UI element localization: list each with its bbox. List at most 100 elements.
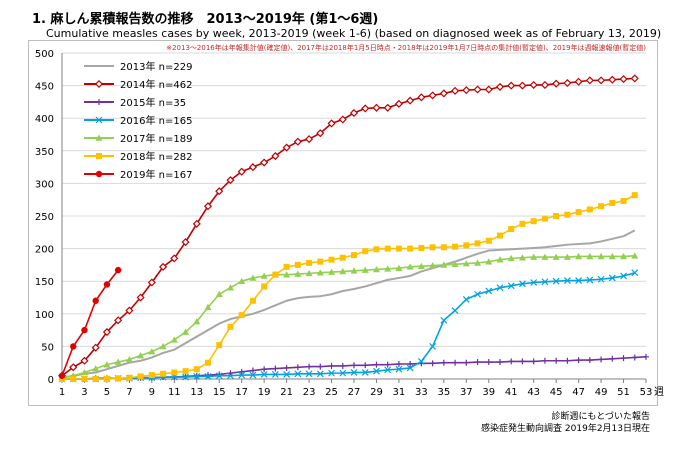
y-tick-label: 150	[35, 277, 54, 288]
data-point	[552, 253, 560, 260]
data-point	[530, 218, 537, 225]
data-point	[619, 75, 628, 84]
data-point	[586, 206, 593, 213]
legend-label: 2015年 n=35	[120, 96, 186, 109]
data-point	[439, 89, 448, 98]
data-point	[407, 245, 414, 252]
data-point	[361, 266, 369, 273]
data-point	[305, 370, 313, 378]
data-point	[159, 262, 168, 271]
data-point	[226, 176, 235, 185]
x-tick-label: 21	[280, 387, 293, 398]
data-point	[272, 271, 279, 278]
data-point	[563, 253, 571, 260]
data-point	[373, 361, 380, 368]
data-point	[440, 316, 448, 324]
data-point	[215, 372, 223, 380]
x-tick-label: 29	[370, 387, 383, 398]
y-tick-label: 200	[35, 245, 54, 256]
data-point	[553, 357, 560, 364]
data-point	[339, 362, 346, 369]
legend-label: 2018年 n=282	[120, 150, 192, 163]
data-point	[452, 359, 459, 366]
data-point	[384, 265, 392, 272]
data-point	[373, 367, 380, 375]
data-point	[474, 240, 481, 247]
chart-frame	[28, 40, 658, 406]
data-point	[114, 358, 122, 365]
data-point	[283, 364, 290, 371]
series-2016	[58, 269, 639, 383]
y-tick-label: 50	[41, 342, 54, 353]
data-point	[306, 259, 313, 266]
data-point	[249, 367, 256, 374]
data-point	[541, 357, 548, 364]
data-point	[327, 119, 336, 128]
data-point	[294, 370, 302, 378]
data-point	[608, 75, 617, 84]
data-point	[171, 369, 178, 376]
data-point	[541, 215, 548, 222]
x-tick-label: 35	[437, 387, 450, 398]
series-line	[62, 194, 636, 380]
data-point	[248, 163, 257, 172]
data-point	[462, 296, 470, 303]
data-point	[283, 371, 291, 378]
x-tick-label: 3	[81, 387, 87, 398]
data-point	[316, 129, 325, 138]
data-point	[452, 243, 459, 250]
data-point	[260, 371, 268, 378]
data-point	[575, 209, 582, 216]
data-point	[137, 352, 145, 359]
data-point	[92, 376, 99, 382]
data-point	[103, 376, 110, 382]
data-point	[159, 342, 167, 350]
data-point	[507, 81, 516, 90]
data-point	[407, 361, 414, 368]
chart-subtitle: Cumulative measles cases by week, 2013-2…	[46, 27, 662, 40]
data-point	[518, 254, 526, 261]
data-point	[474, 259, 482, 266]
data-point	[193, 318, 201, 325]
data-point	[181, 238, 190, 247]
data-point	[406, 263, 414, 270]
footer-line-2: 感染症発生動向調査 2019年2月13日現在	[481, 424, 650, 434]
data-point	[227, 372, 234, 380]
data-point	[339, 254, 346, 261]
data-point	[440, 359, 447, 366]
data-point	[261, 366, 268, 373]
data-point	[563, 277, 571, 284]
y-tick-label: 100	[35, 310, 54, 321]
data-point	[361, 104, 370, 113]
x-tick-label: 17	[235, 387, 248, 398]
x-tick-label: 1	[59, 387, 65, 398]
data-point	[620, 198, 627, 205]
data-point	[508, 226, 515, 233]
data-point	[384, 245, 391, 252]
legend-label: 2016年 n=165	[120, 114, 192, 127]
data-point	[474, 359, 481, 366]
data-point	[271, 151, 280, 161]
data-point	[395, 365, 403, 373]
data-point	[451, 307, 459, 314]
data-point	[351, 252, 357, 259]
data-point	[463, 359, 470, 366]
data-point	[383, 103, 392, 112]
data-point	[237, 167, 246, 176]
data-point	[96, 153, 102, 159]
data-point	[496, 284, 504, 292]
data-point	[249, 274, 257, 281]
data-point	[204, 303, 212, 311]
data-point	[136, 293, 145, 302]
data-point	[58, 372, 66, 379]
x-tick-label: 9	[149, 387, 155, 398]
data-point	[541, 278, 549, 286]
data-point	[170, 336, 178, 343]
y-tick-label: 300	[35, 179, 54, 190]
data-point	[609, 199, 616, 206]
data-point	[92, 297, 99, 304]
data-point	[463, 242, 470, 249]
data-point	[81, 326, 88, 334]
data-point	[205, 359, 211, 366]
y-tick-label: 450	[35, 82, 54, 93]
